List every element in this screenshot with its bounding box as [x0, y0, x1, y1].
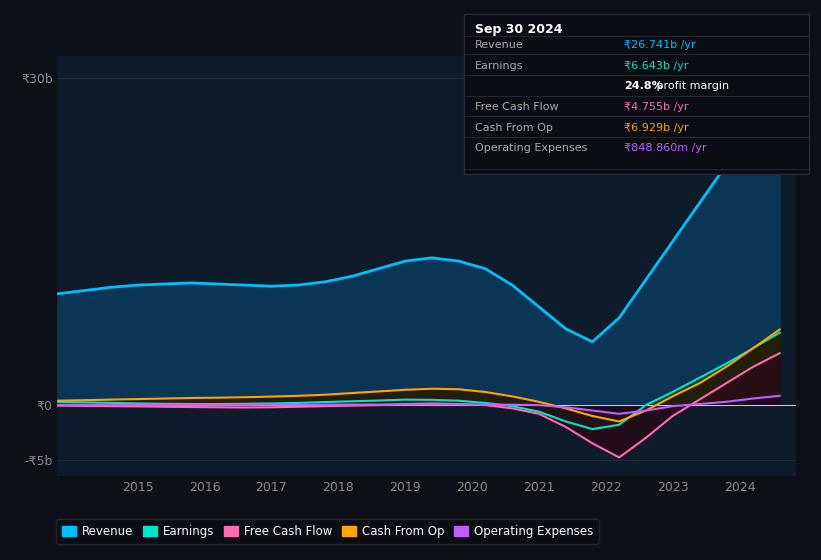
Text: ₹6.643b /yr: ₹6.643b /yr [624, 60, 688, 71]
Text: Operating Expenses: Operating Expenses [475, 143, 587, 153]
Text: Revenue: Revenue [475, 40, 523, 50]
Text: ₹848.860m /yr: ₹848.860m /yr [624, 143, 707, 153]
Text: 24.8%: 24.8% [624, 81, 663, 91]
Text: Free Cash Flow: Free Cash Flow [475, 102, 558, 112]
Text: Sep 30 2024: Sep 30 2024 [475, 23, 562, 36]
Text: ₹4.755b /yr: ₹4.755b /yr [624, 102, 689, 112]
Text: ₹26.741b /yr: ₹26.741b /yr [624, 40, 695, 50]
Text: profit margin: profit margin [653, 81, 729, 91]
Text: Earnings: Earnings [475, 60, 523, 71]
Text: Cash From Op: Cash From Op [475, 123, 553, 133]
Text: ₹6.929b /yr: ₹6.929b /yr [624, 123, 689, 133]
Legend: Revenue, Earnings, Free Cash Flow, Cash From Op, Operating Expenses: Revenue, Earnings, Free Cash Flow, Cash … [56, 519, 599, 544]
